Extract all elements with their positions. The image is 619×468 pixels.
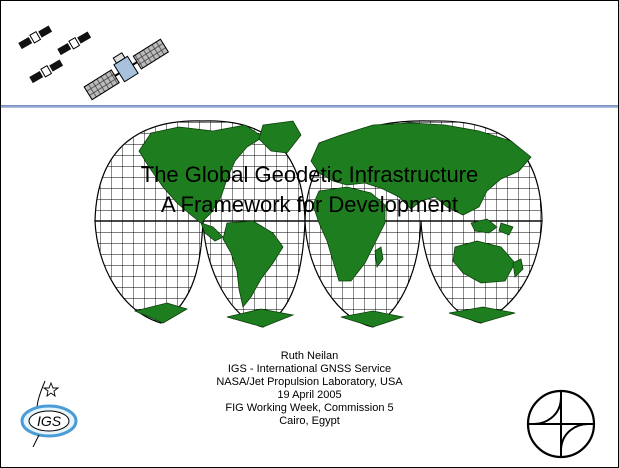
north-america (138, 124, 264, 224)
credit-location: Cairo, Egypt (279, 415, 340, 427)
credits: Ruth Neilan IGS - International GNSS Ser… (200, 350, 419, 428)
madagascar (374, 246, 384, 269)
africa (312, 186, 386, 282)
igs-logo: IGS (20, 380, 78, 447)
credit-affiliation: NASA/Jet Propulsion Laboratory, USA (216, 376, 403, 388)
south-america (222, 220, 284, 308)
satellite-icon (57, 31, 92, 56)
australia (452, 240, 516, 284)
new-zealand (512, 258, 524, 278)
central-america (200, 222, 224, 242)
greenland (258, 120, 302, 154)
satellite-icon (18, 25, 53, 50)
eurasia (310, 122, 532, 216)
antarctica (133, 302, 188, 324)
satellite-icon (83, 38, 170, 101)
credit-author: Ruth Neilan (280, 350, 339, 362)
satellite-icon (29, 59, 64, 84)
credit-event: FIG Working Week, Commission 5 (225, 402, 394, 414)
header-rule (1, 105, 618, 108)
igs-logo-text: IGS (37, 413, 62, 429)
fig-logo (526, 389, 596, 459)
slide-title-line-2: A Framework for Development (160, 192, 459, 217)
credit-org: IGS - International GNSS Service (227, 363, 392, 375)
slide-title-line-1: The Global Geodetic Infrastructure (140, 162, 479, 187)
credit-date: 19 April 2005 (277, 389, 342, 401)
indonesia (470, 218, 498, 234)
